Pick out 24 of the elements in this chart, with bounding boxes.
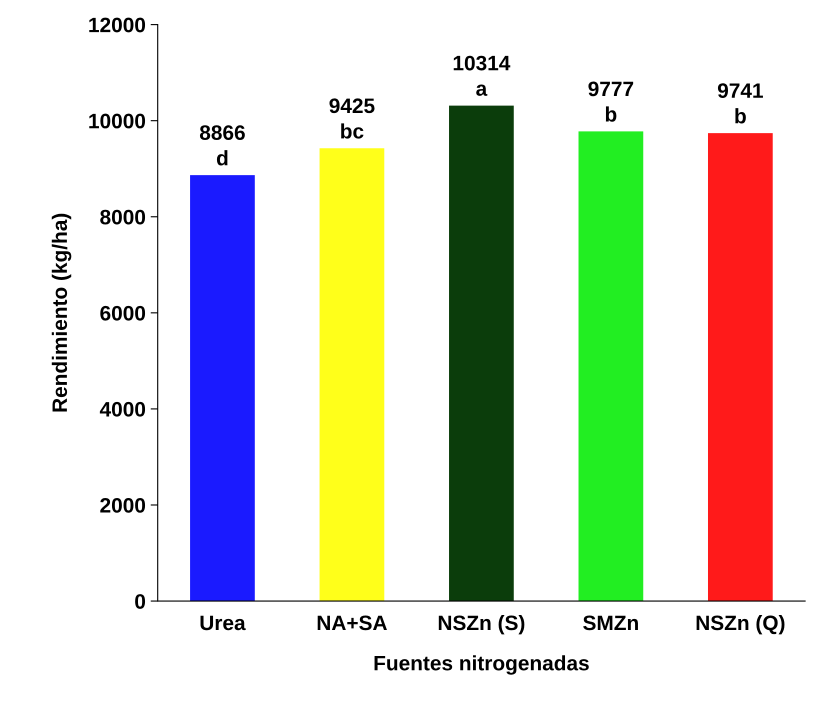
x-tick-label: NSZn (S) (438, 614, 524, 634)
y-tick-label: 10000 (89, 114, 146, 128)
bar (578, 131, 644, 602)
data-label: 9777 b (588, 82, 634, 122)
x-tick-label: NA+SA (318, 616, 387, 630)
data-label: 9741 b (718, 83, 763, 124)
data-label: 8866 d (200, 125, 245, 166)
y-tick-label: 6000 (100, 306, 146, 321)
x-tick-label: NSZn (Q) (696, 614, 784, 634)
bar (449, 106, 514, 602)
data-label: 10314 a (454, 56, 510, 96)
data-label: 9425 bc (329, 98, 375, 139)
y-tick-label: 0 (135, 594, 146, 609)
y-axis-title: Rendimiento (kg/ha) (52, 214, 72, 412)
x-axis-title: Fuentes nitrogenadas (374, 655, 589, 675)
y-tick-label: 2000 (100, 498, 146, 513)
y-tick-label: 8000 (100, 210, 146, 225)
bar (190, 175, 255, 602)
bar (320, 148, 384, 602)
y-tick-label: 4000 (100, 402, 146, 417)
bar (708, 133, 773, 602)
y-tick-label: 12000 (89, 18, 146, 32)
x-tick-label: Urea (200, 616, 246, 630)
x-tick-label: SMZn (583, 616, 638, 630)
